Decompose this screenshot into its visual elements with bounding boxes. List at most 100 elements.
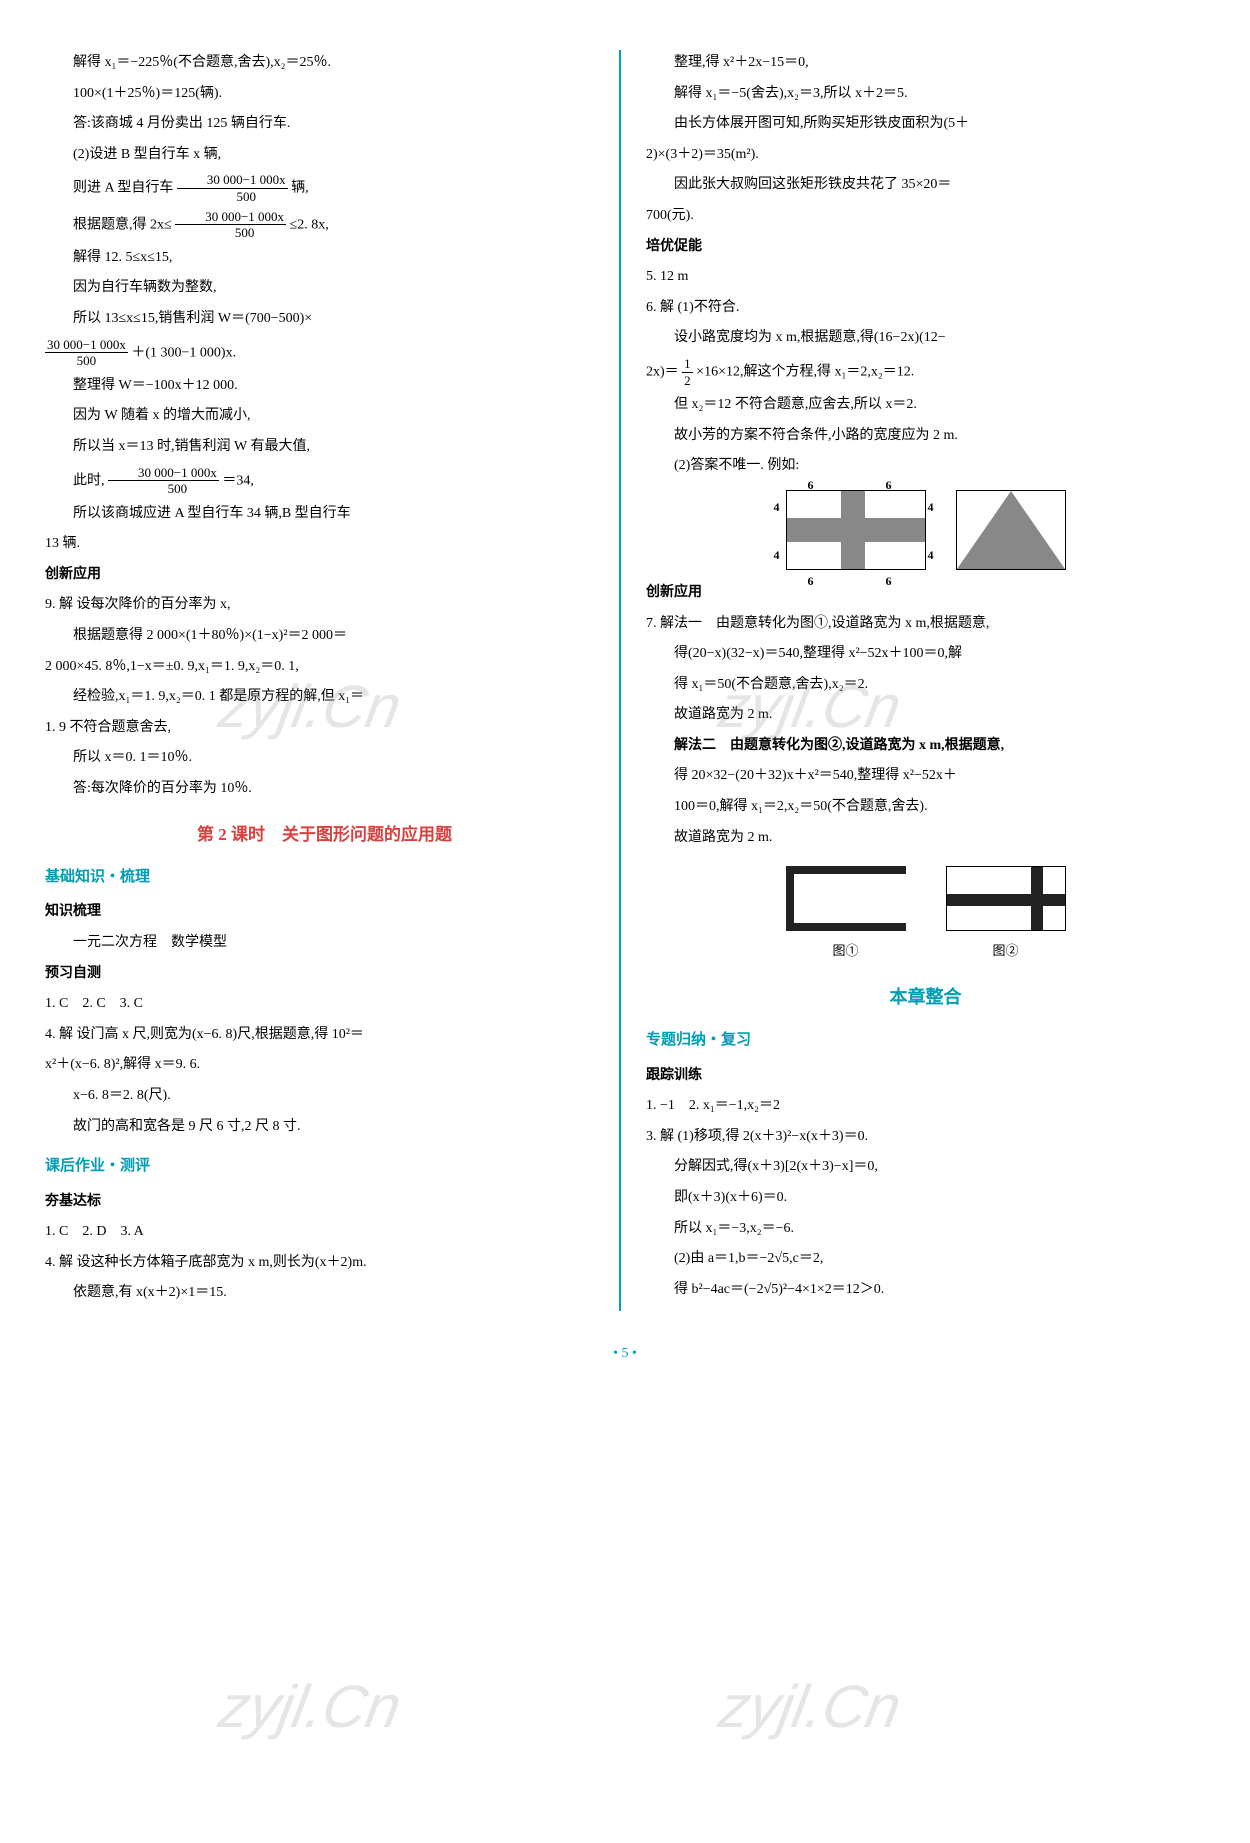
numerator: 30 000−1 000x — [108, 465, 219, 482]
text-line: 3. 解 (1)移项,得 2(x＋3)²−x(x＋3)＝0. — [646, 1124, 1205, 1151]
fraction: 1 2 — [682, 356, 693, 388]
text-line: (2)设进 B 型自行车 x 辆, — [45, 142, 604, 169]
diagram-label: 6 — [808, 474, 814, 497]
section-heading: 专题归纳・复习 — [646, 1026, 1205, 1055]
section-heading: 创新应用 — [45, 562, 604, 589]
watermark: zyjl.Cn — [210, 1650, 410, 1764]
subsection-heading: 知识梳理 — [45, 899, 604, 926]
fraction: 30 000−1 000x 500 — [175, 209, 286, 241]
text-line: 设小路宽度均为 x m,根据题意,得(16−2x)(12− — [646, 325, 1205, 352]
text-line: 4. 解 设这种长方体箱子底部宽为 x m,则长为(x＋2)m. — [45, 1250, 604, 1277]
text-line: 因为自行车辆数为整数, — [45, 275, 604, 302]
text-line: 4. 解 设门高 x 尺,则宽为(x−6. 8)尺,根据题意,得 10²＝ — [45, 1022, 604, 1049]
subsection-heading: 夯基达标 — [45, 1189, 604, 1216]
text-line: 700(元). — [646, 203, 1205, 230]
text-line: 1. 9 不符合题意舍去, — [45, 715, 604, 742]
numerator: 30 000−1 000x — [177, 172, 288, 189]
subsection-heading: 跟踪训练 — [646, 1063, 1205, 1090]
diagram-label: 图② — [946, 939, 1066, 964]
text-line: 故道路宽为 2 m. — [646, 825, 1205, 852]
fraction: 30 000−1 000x 500 — [45, 337, 128, 369]
rect2-horizontal — [947, 894, 1065, 906]
text-line: 答:每次降价的百分率为 10％. — [45, 776, 604, 803]
text-fragment: ＋(1 300−1 000)x. — [131, 345, 236, 360]
page-number: 5 — [30, 1341, 1220, 1368]
text-line: 此时, 30 000−1 000x 500 ＝34, — [45, 465, 604, 497]
text-line: 故门的高和宽各是 9 尺 6 寸,2 尺 8 寸. — [45, 1114, 604, 1141]
text-line: 故道路宽为 2 m. — [646, 702, 1205, 729]
text-fragment: ×16×12,解这个方程,得 x₁＝2,x₂＝12. — [696, 364, 914, 379]
numerator: 1 — [682, 356, 693, 373]
text-line: 依题意,有 x(x＋2)×1＝15. — [45, 1280, 604, 1307]
text-line: 因此张大叔购回这张矩形铁皮共花了 35×20＝ — [646, 172, 1205, 199]
text-fragment: ≤2. 8x, — [290, 217, 329, 232]
text-line: 得 x₁＝50(不合题意,舍去),x₂＝2. — [646, 672, 1205, 699]
text-line: x−6. 8＝2. 8(尺). — [45, 1083, 604, 1110]
text-fragment: 根据题意,得 2x≤ — [73, 217, 172, 232]
fraction: 30 000−1 000x 500 — [108, 465, 219, 497]
text-line: 整理,得 x²＋2x−15＝0, — [646, 50, 1205, 77]
text-line: 得 20×32−(20＋32)x＋x²＝540,整理得 x²−52x＋ — [646, 763, 1205, 790]
text-line: 答:该商城 4 月份卖出 125 辆自行车. — [45, 111, 604, 138]
text-line: 即(x＋3)(x＋6)＝0. — [646, 1185, 1205, 1212]
text-line: 1. C 2. C 3. C — [45, 991, 604, 1018]
numerator: 30 000−1 000x — [175, 209, 286, 226]
text-line: 得(20−x)(32−x)＝540,整理得 x²−52x＋100＝0,解 — [646, 641, 1205, 668]
text-line: 则进 A 型自行车 30 000−1 000x 500 辆, — [45, 172, 604, 204]
text-fragment: 辆, — [291, 181, 309, 196]
text-line: 13 辆. — [45, 531, 604, 558]
diagram-label: 图① — [786, 939, 906, 964]
text-line: 根据题意得 2 000×(1＋80％)×(1−x)²＝2 000＝ — [45, 623, 604, 650]
rect2-vertical — [1031, 867, 1043, 930]
diagram-label: 6 — [886, 570, 892, 593]
denominator: 500 — [175, 225, 286, 241]
text-fragment: 则进 A 型自行车 — [73, 181, 173, 196]
diagram-label: 4 — [774, 496, 780, 519]
rect-diagrams — [646, 866, 1205, 931]
text-line: 100＝0,解得 x₁＝2,x₂＝50(不合题意,舍去). — [646, 794, 1205, 821]
text-line: 2x)＝ 1 2 ×16×12,解这个方程,得 x₁＝2,x₂＝12. — [646, 356, 1205, 388]
text-line: 由长方体展开图可知,所购买矩形铁皮面积为(5＋ — [646, 111, 1205, 138]
fraction: 30 000−1 000x 500 — [177, 172, 288, 204]
text-line: 解得 12. 5≤x≤15, — [45, 245, 604, 272]
text-line: 30 000−1 000x 500 ＋(1 300−1 000)x. — [45, 337, 604, 369]
diagram-shapes: 6 6 4 4 4 4 6 6 — [646, 490, 1205, 570]
rect-diagram-2 — [946, 866, 1066, 931]
text-line: (2)答案不唯一. 例如: — [646, 453, 1205, 480]
diagram-label: 6 — [886, 474, 892, 497]
text-line: 但 x₂＝12 不符合题意,应舍去,所以 x＝2. — [646, 392, 1205, 419]
text-line: 所以当 x＝13 时,销售利润 W 有最大值, — [45, 434, 604, 461]
text-fragment: 此时, — [73, 473, 105, 488]
text-line: 6. 解 (1)不符合. — [646, 295, 1205, 322]
section-heading: 基础知识・梳理 — [45, 863, 604, 892]
text-line: 100×(1＋25％)＝125(辆). — [45, 81, 604, 108]
diagram-labels-row: 图① 图② — [646, 939, 1205, 964]
lesson-title: 第 2 课时 关于图形问题的应用题 — [45, 819, 604, 851]
text-line: 1. C 2. D 3. A — [45, 1219, 604, 1246]
text-line: 解法二 由题意转化为图②,设道路宽为 x m,根据题意, — [646, 733, 1205, 760]
rect-diagram-1 — [786, 866, 906, 931]
text-line: 因为 W 随着 x 的增大而减小, — [45, 403, 604, 430]
text-line: 所以 x＝0. 1＝10％. — [45, 745, 604, 772]
text-line: 2 000×45. 8％,1−x＝±0. 9,x₁＝1. 9,x₂＝0. 1, — [45, 654, 604, 681]
diagram-label: 4 — [774, 544, 780, 567]
chapter-title: 本章整合 — [646, 980, 1205, 1014]
denominator: 2 — [682, 373, 693, 389]
triangle-shape — [957, 491, 1065, 569]
right-column: 整理,得 x²＋2x−15＝0, 解得 x₁＝−5(舍去),x₂＝3,所以 x＋… — [621, 50, 1220, 1311]
text-line: (2)由 a＝1,b＝−2√5,c＝2, — [646, 1246, 1205, 1273]
text-line: 1. −1 2. x₁＝−1,x₂＝2 — [646, 1093, 1205, 1120]
text-line: 整理得 W＝−100x＋12 000. — [45, 373, 604, 400]
section-heading: 培优促能 — [646, 234, 1205, 261]
diagram-label: 6 — [808, 570, 814, 593]
text-line: 5. 12 m — [646, 264, 1205, 291]
text-line: x²＋(x−6. 8)²,解得 x＝9. 6. — [45, 1052, 604, 1079]
method-label: 解法二 由题意转化为图②,设道路宽为 x m,根据题意, — [674, 738, 1004, 753]
text-line: 2)×(3＋2)＝35(m²). — [646, 142, 1205, 169]
text-line: 所以该商城应进 A 型自行车 34 辆,B 型自行车 — [45, 501, 604, 528]
section-heading: 课后作业・测评 — [45, 1152, 604, 1181]
text-line: 经检验,x₁＝1. 9,x₂＝0. 1 都是原方程的解,但 x₁＝ — [45, 684, 604, 711]
denominator: 500 — [108, 481, 219, 497]
text-fragment: ＝34, — [222, 473, 254, 488]
left-column: 解得 x₁＝−225％(不合题意,舍去),x₂＝25％. 100×(1＋25％)… — [30, 50, 621, 1311]
